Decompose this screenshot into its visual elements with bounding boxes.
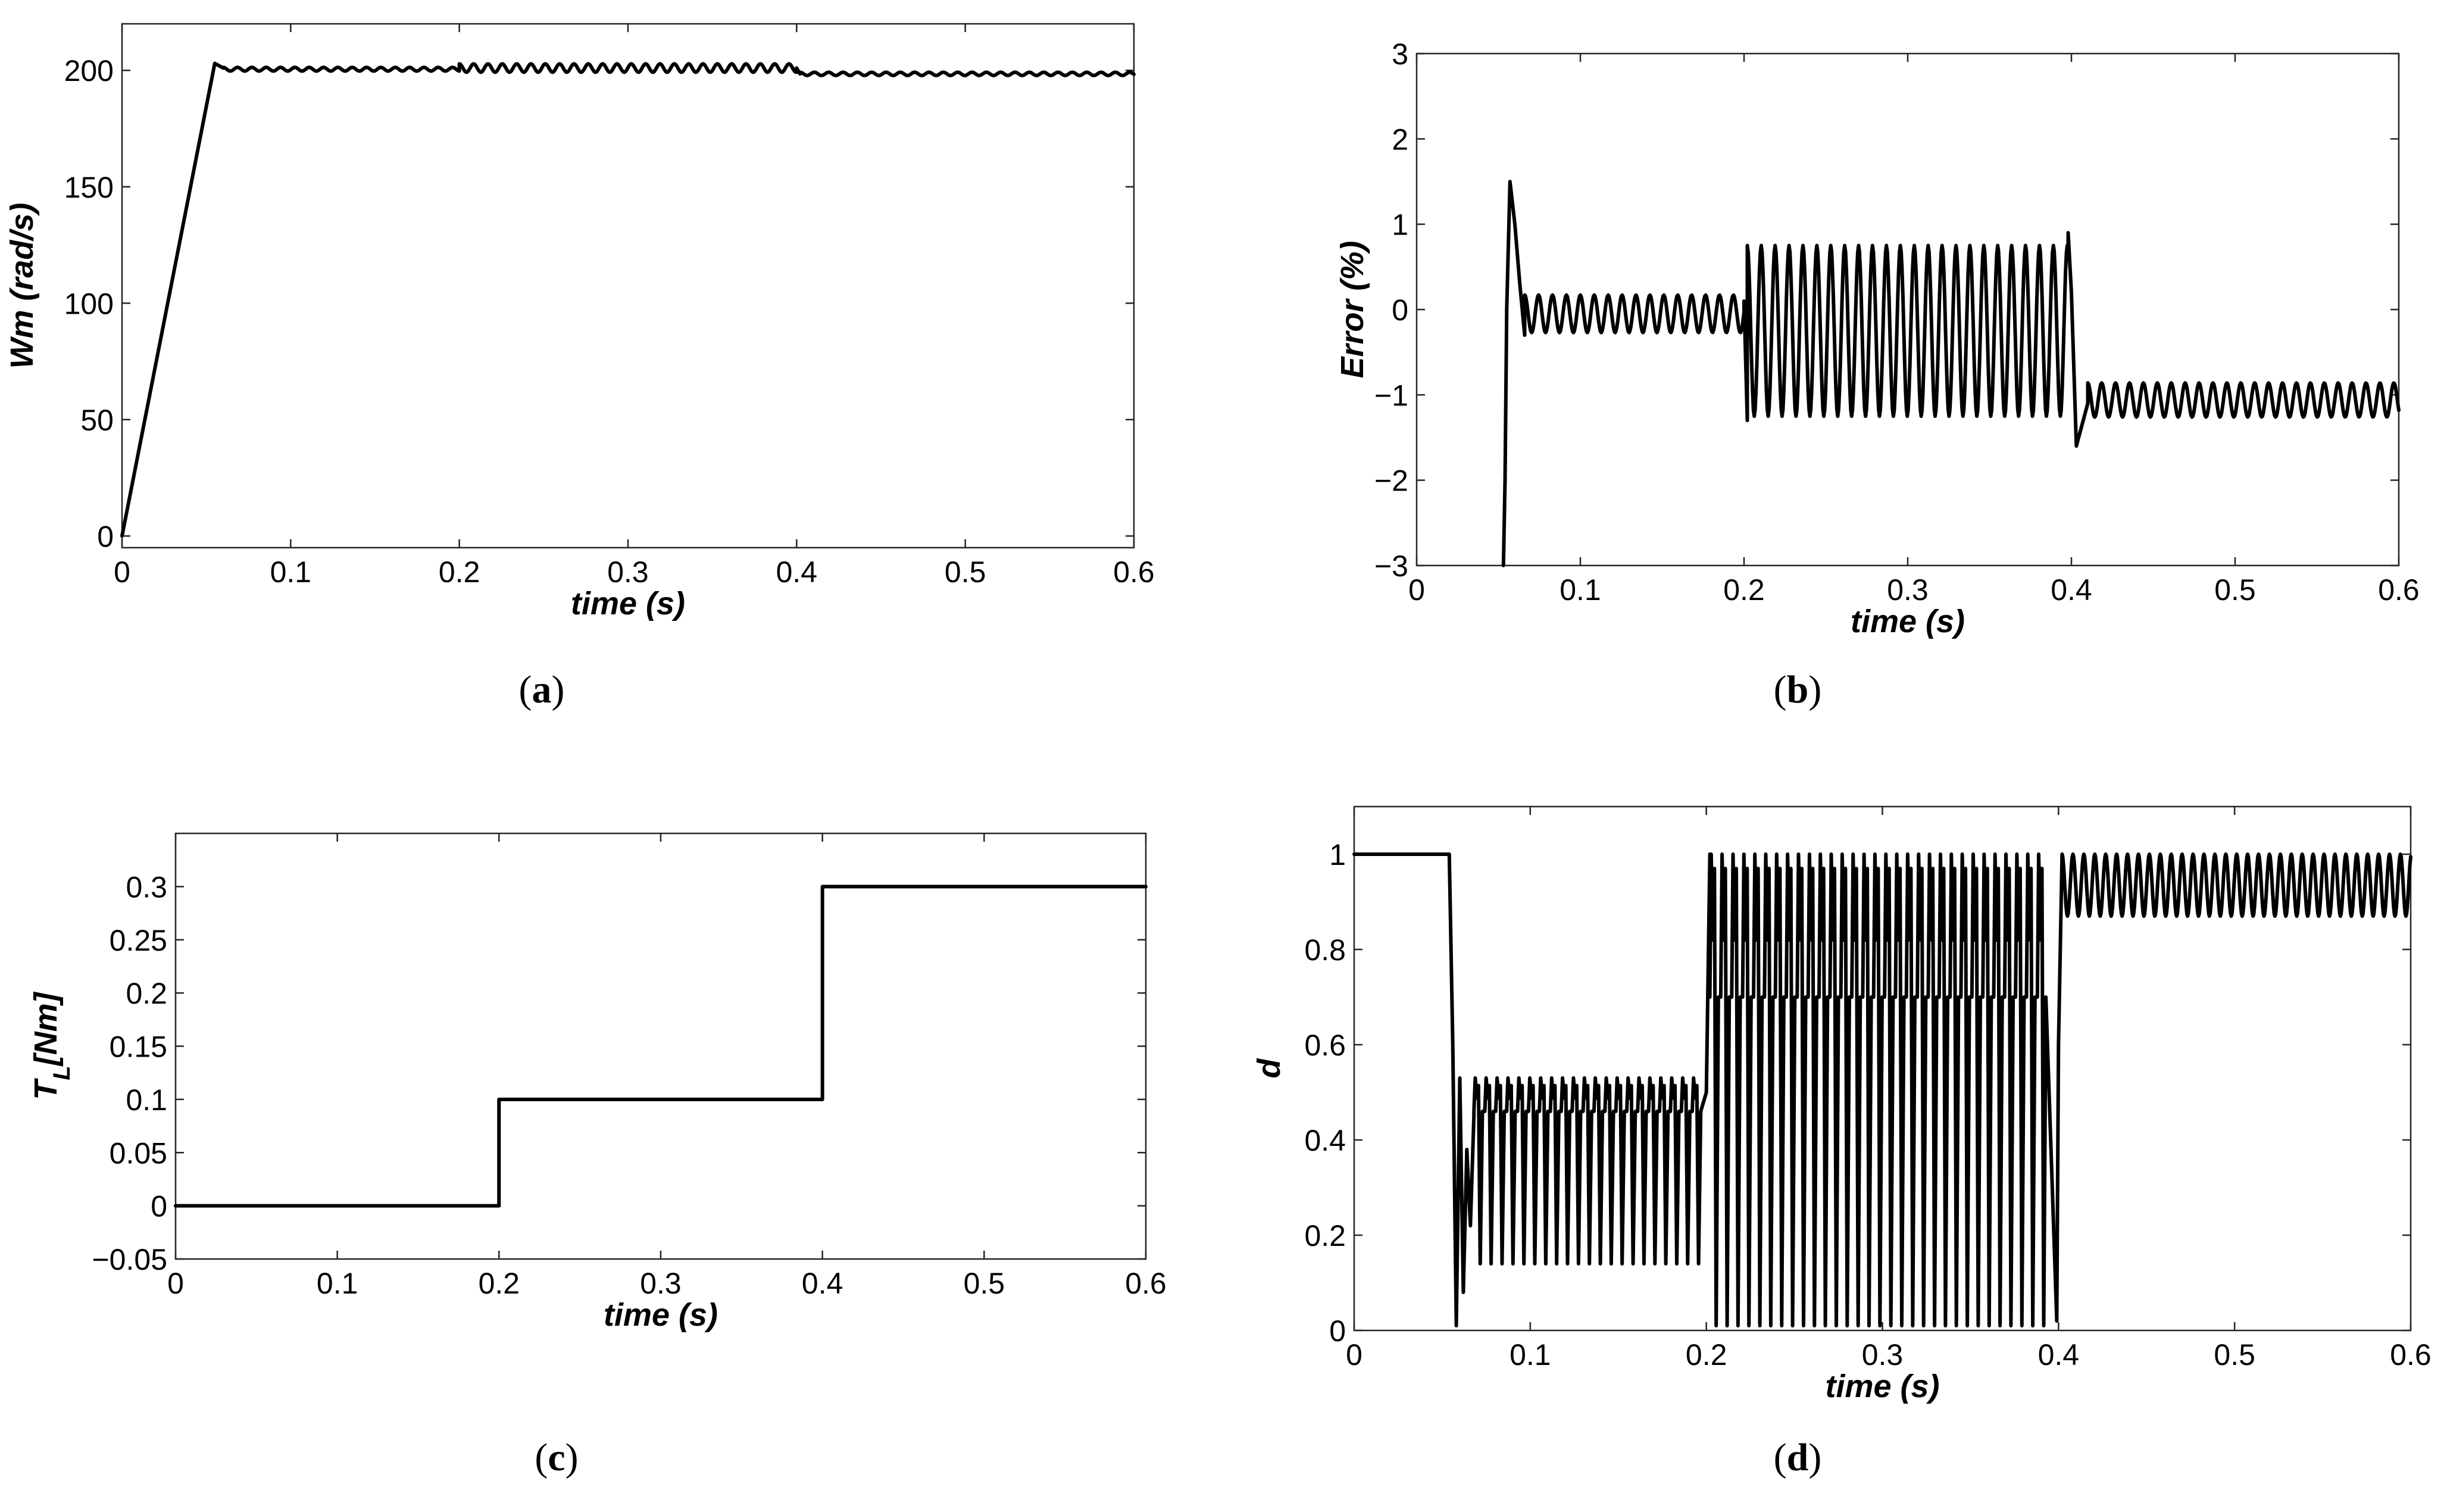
y-tick-label: 0.2 [126,977,167,1010]
y-tick-label: −1 [1374,379,1408,412]
series-line [120,61,1136,538]
x-tick-label: 0 [1346,1338,1362,1372]
y-tick-label: 2 [1392,123,1408,156]
y-tick-label: 0 [151,1190,167,1223]
x-tick-label: 0.6 [1113,555,1155,589]
x-tick-label: 0.4 [776,555,818,589]
x-axis-label: time (s) [1851,604,1965,639]
y-tick-label: 0 [97,520,114,553]
x-tick-label: 0.3 [607,555,649,589]
series-line [174,885,1148,1208]
x-tick-label: 0.5 [945,555,986,589]
x-tick-label: 0.6 [2378,573,2420,607]
x-axis-label: time (s) [1825,1369,1939,1404]
x-tick-label: 0.5 [2214,573,2256,607]
y-tick-label: 0.1 [126,1083,167,1117]
panel-caption: (c) [535,1436,578,1479]
plot-frame [174,832,1147,1260]
y-tick-label: 3 [1392,38,1408,71]
y-axis-label: d [1251,1058,1287,1079]
x-tick-label: 0.5 [2214,1338,2255,1372]
series-line [1352,852,2412,1327]
y-tick-label: −2 [1374,464,1408,498]
y-tick-label: 0.15 [110,1030,167,1064]
x-tick-label: 0.3 [640,1267,682,1300]
panel-a: 0 0.1 0.2 0.3 0.4 0.5 0.6 0 50 100 150 200 time (s) W… [4,23,1155,711]
x-tick-label: 0.4 [2051,573,2092,607]
y-tick-label: 100 [64,287,114,320]
x-tick-label: 0.1 [317,1267,358,1300]
x-tick-label: 0.1 [1560,573,1601,607]
y-axis-label: Wm (rad/s) [4,202,40,368]
y-tick-label: 0 [1329,1314,1346,1348]
y-axis-label: Error (%) [1335,240,1370,378]
panel-c: 0 0.1 0.2 0.3 0.4 0.5 0.6−0.0500.050.10.150.20… [28,832,1167,1479]
y-tick-label: 200 [64,54,114,88]
y-tick-label: −0.05 [92,1243,167,1276]
y-tick-label: 0.25 [110,924,167,957]
series-line [1501,180,2401,567]
y-tick-label: 1 [1392,208,1408,242]
y-tick-label: −3 [1374,549,1408,583]
x-tick-label: 0 [114,555,130,589]
x-tick-label: 0.6 [2390,1338,2432,1372]
x-tick-label: 0.5 [964,1267,1005,1300]
x-axis-label: time (s) [604,1297,718,1333]
x-tick-label: 0.4 [2038,1338,2080,1372]
panel-d: 0 0.1 0.2 0.3 0.4 0.5 0.6 0 0.2 0.4 0.6 0.8 1 time (s… [1251,805,2432,1479]
y-axis-label: TL[Nm] [28,991,75,1099]
panel-b: 0 0.1 0.2 0.3 0.4 0.5 0.6 −3 −2 −1 0 1 2 3 time (s) Err… [1335,38,2420,711]
y-tick-label: 0.6 [1304,1029,1346,1062]
x-axis-label: time (s) [571,586,685,621]
x-tick-label: 0 [167,1267,184,1300]
y-tick-label: 1 [1329,838,1346,871]
plot-frame [121,23,1135,549]
x-tick-label: 0 [1408,573,1425,607]
y-tick-label: 0.2 [1304,1219,1346,1252]
y-tick-label: 0.05 [110,1136,167,1170]
y-tick-label: 0.8 [1304,933,1346,967]
x-tick-label: 0.3 [1862,1338,1904,1372]
x-tick-label: 0.2 [439,555,480,589]
y-tick-label: 0.3 [126,870,167,904]
x-tick-label: 0.4 [802,1267,843,1300]
panel-caption: (d) [1774,1436,1822,1479]
y-tick-label: 0.4 [1304,1124,1346,1157]
y-tick-label: 50 [80,404,114,437]
panel-caption: (a) [519,668,565,711]
x-tick-label: 0.2 [479,1267,520,1300]
x-tick-label: 0.6 [1125,1267,1167,1300]
x-tick-label: 0.3 [1887,573,1929,607]
x-tick-label: 0.1 [1510,1338,1551,1372]
x-tick-label: 0.2 [1686,1338,1727,1372]
x-tick-label: 0.2 [1723,573,1765,607]
y-tick-label: 150 [64,171,114,204]
y-tick-label: 0 [1392,293,1408,327]
panel-caption: (b) [1774,668,1822,711]
x-tick-label: 0.1 [270,555,312,589]
